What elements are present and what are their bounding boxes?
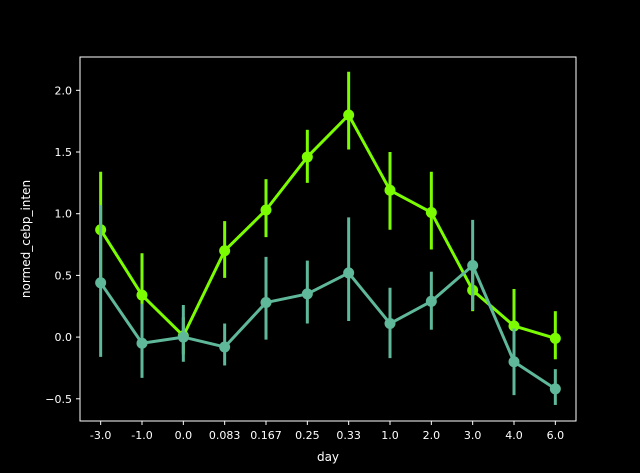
data-point: [384, 184, 396, 196]
x-axis-label: day: [317, 450, 339, 464]
data-point: [136, 289, 148, 301]
x-tick-label: 6.0: [547, 429, 565, 442]
data-point: [177, 331, 189, 343]
data-point: [219, 245, 231, 257]
y-tick-label: 0.0: [55, 331, 73, 344]
data-point: [260, 204, 272, 216]
x-tick-label: 4.0: [505, 429, 523, 442]
x-tick-label: -1.0: [131, 429, 152, 442]
x-tick-label: 0.33: [336, 429, 361, 442]
x-tick-label: 2.0: [423, 429, 441, 442]
x-tick-label: 3.0: [464, 429, 482, 442]
data-point: [95, 277, 107, 289]
x-tick-label: 0.167: [250, 429, 282, 442]
data-point: [425, 206, 437, 218]
data-point: [384, 318, 396, 330]
data-point: [343, 267, 355, 279]
data-point: [343, 109, 355, 121]
plot-marks: [95, 71, 561, 405]
y-tick-label: 1.5: [55, 146, 73, 159]
data-point: [467, 260, 479, 272]
data-point: [219, 341, 231, 353]
series-line: [99, 264, 557, 391]
axes-frame: [79, 56, 577, 422]
series-2: [95, 205, 561, 405]
y-tick-label: −0.5: [45, 393, 72, 406]
data-point: [549, 383, 561, 395]
data-point: [136, 337, 148, 349]
data-point: [301, 288, 313, 300]
data-point: [260, 297, 272, 309]
y-tick-label: 0.5: [55, 269, 73, 282]
data-point: [549, 332, 561, 344]
data-point: [508, 320, 520, 332]
x-tick-label: 0.0: [175, 429, 193, 442]
data-point: [425, 295, 437, 307]
x-tick-label: -3.0: [90, 429, 111, 442]
x-tick-label: 0.25: [295, 429, 320, 442]
axes: -3.0 -1.0 0.0 0.083 0.167 0.25 0.33 1.0 2.0 3.0 4.…: [45, 84, 564, 442]
data-point: [301, 151, 313, 163]
series-line: [99, 113, 556, 340]
data-point: [508, 356, 520, 368]
y-axis-label: normed_cebp_inten: [19, 180, 33, 298]
x-tick-label: 1.0: [381, 429, 399, 442]
y-tick-label: 2.0: [55, 84, 73, 97]
x-tick-label: 0.083: [209, 429, 241, 442]
y-tick-label: 1.0: [55, 208, 73, 221]
